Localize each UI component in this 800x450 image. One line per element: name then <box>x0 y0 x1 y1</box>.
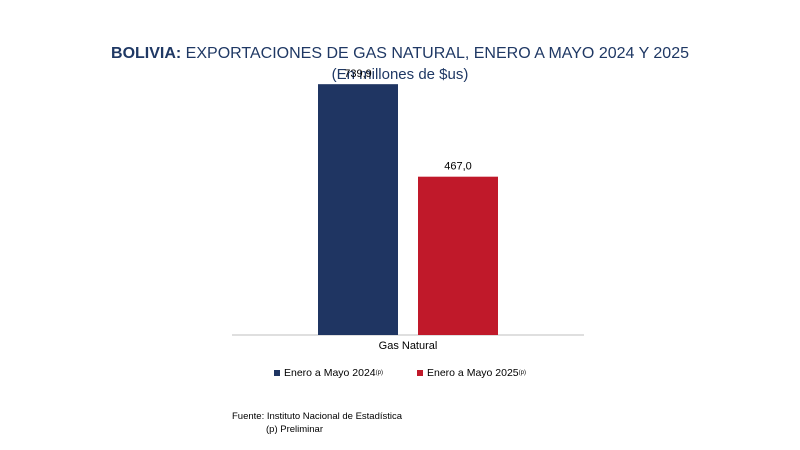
legend-sup-2025: (p) <box>518 370 526 376</box>
preliminary-note: (p) Preliminar <box>266 424 324 435</box>
legend-swatch-2024 <box>274 370 280 376</box>
legend-swatch-2025 <box>417 370 423 376</box>
legend-label-2024: Enero a Mayo 2024 <box>284 367 376 379</box>
category-label: Gas Natural <box>379 340 438 352</box>
legend-label-2025: Enero a Mayo 2025 <box>427 367 519 379</box>
footnote: Fuente: Instituto Nacional de Estadístic… <box>232 410 402 436</box>
bar-0 <box>318 84 398 336</box>
chart-title-rest: EXPORTACIONES DE GAS NATURAL, ENERO A MA… <box>181 45 689 62</box>
chart-title-block: BOLIVIA: EXPORTACIONES DE GAS NATURAL, E… <box>0 44 800 85</box>
legend-item-2025: Enero a Mayo 2025 (p) <box>417 367 526 379</box>
legend-sup-2024: (p) <box>375 370 383 376</box>
bar-1 <box>418 176 498 335</box>
legend: Enero a Mayo 2024 (p) Enero a Mayo 2025 (p… <box>0 367 800 379</box>
legend-item-2024: Enero a Mayo 2024 (p) <box>274 367 383 379</box>
chart-title: BOLIVIA: EXPORTACIONES DE GAS NATURAL, E… <box>0 44 800 64</box>
chart-subtitle: (En millones de $us) <box>331 66 469 83</box>
bar-value-label-1: 467,0 <box>444 161 472 173</box>
bar-value-label-0: 739,9 <box>344 68 372 80</box>
source-note: Fuente: Instituto Nacional de Estadístic… <box>232 411 403 422</box>
chart-title-lead: BOLIVIA: <box>111 45 182 62</box>
